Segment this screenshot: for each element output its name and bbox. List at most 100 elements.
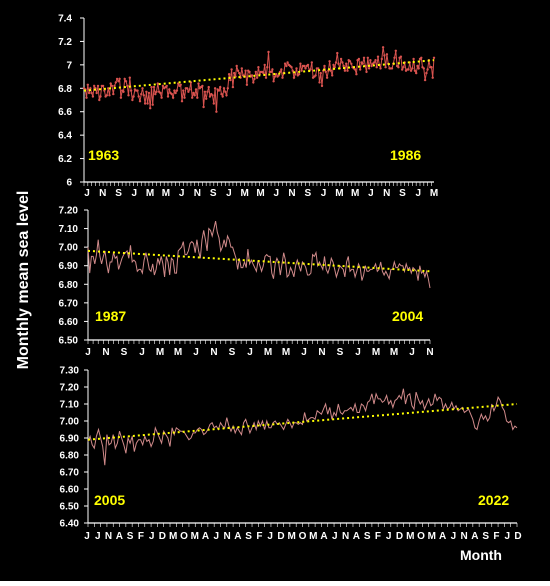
panel1-data-point bbox=[281, 76, 284, 79]
panel1-data-point bbox=[143, 102, 147, 105]
panel1-y-tick-label: 6 bbox=[66, 178, 72, 189]
panel1-y-tick-label: 6.8 bbox=[58, 84, 72, 95]
panel1-data-point bbox=[381, 46, 385, 49]
panel1-data-point bbox=[235, 64, 238, 68]
panel1-data-point bbox=[140, 92, 143, 96]
panel1-data-point bbox=[294, 73, 297, 76]
panel2-end-year-label: 2004 bbox=[392, 308, 423, 324]
panel3-x-tick-label: A bbox=[320, 531, 327, 542]
panel1-data-point bbox=[238, 71, 241, 75]
panel1-data-point bbox=[250, 74, 254, 77]
panel2-x-tick-label: J bbox=[193, 347, 199, 358]
panel1-data-point bbox=[285, 64, 288, 68]
panel1-data-point bbox=[90, 91, 93, 95]
panel1-data-point bbox=[145, 90, 148, 94]
panel1-data-point bbox=[369, 59, 372, 62]
panel1-data-point bbox=[192, 91, 195, 95]
panel3-x-tick-label: M bbox=[191, 531, 199, 542]
panel2-start-year-label: 1987 bbox=[95, 308, 126, 324]
panel1-data-point bbox=[370, 64, 373, 68]
panel1-data-point bbox=[255, 76, 259, 79]
panel1-data-point bbox=[146, 102, 149, 105]
panel1-data-point bbox=[431, 76, 434, 79]
panel3-x-tick-label: J bbox=[267, 531, 273, 542]
panel1-data-point bbox=[105, 94, 109, 97]
panel3-x-tick-label: N bbox=[342, 531, 349, 542]
panel2-x-tick-label: S bbox=[121, 347, 128, 358]
panel1-data-point bbox=[112, 92, 115, 96]
panel1-data-point bbox=[402, 66, 405, 69]
panel1-data-point bbox=[114, 81, 118, 84]
panel3-y-tick-label: 7.30 bbox=[60, 366, 80, 377]
panel1-y-tick-label: 6.2 bbox=[58, 154, 72, 165]
panel1-data-point bbox=[118, 77, 121, 81]
panel1-data-point bbox=[295, 67, 298, 70]
panel1-data-point bbox=[411, 67, 414, 70]
panel1-data-point bbox=[337, 62, 340, 65]
panel1-data-point bbox=[152, 85, 156, 89]
panel1-y-tick-label: 6.4 bbox=[58, 131, 72, 142]
panel3-x-tick-label: O bbox=[417, 531, 425, 542]
panel1-data-point bbox=[245, 83, 249, 87]
panel1-data-point bbox=[248, 70, 251, 74]
panel1-x-tick-label: N bbox=[288, 188, 295, 199]
panel2-x-tick-label: J bbox=[355, 347, 361, 358]
panel1-x-tick-label: J bbox=[226, 188, 232, 199]
panel3-y-tick-label: 6.40 bbox=[60, 519, 80, 530]
panel3-x-tick-label: M bbox=[309, 531, 317, 542]
panel1-data-point bbox=[379, 67, 382, 70]
panel1-data-point bbox=[277, 74, 280, 77]
panel1-y-tick-label: 7.2 bbox=[58, 37, 72, 48]
panel1-data-point bbox=[191, 96, 194, 99]
panel1-x-tick-label: J bbox=[179, 188, 185, 199]
panel3-x-tick-label: A bbox=[439, 531, 446, 542]
panel1-x-tick-label: J bbox=[84, 188, 90, 199]
panel1-data-point bbox=[205, 97, 208, 101]
panel1-data-point bbox=[93, 84, 96, 88]
panel1-data-point bbox=[227, 73, 231, 76]
panel1-data-point bbox=[226, 87, 229, 90]
panel1-data-point bbox=[113, 84, 116, 88]
panel2-y-tick-label: 7.00 bbox=[59, 243, 79, 254]
panel2-x-tick-label: S bbox=[229, 347, 236, 358]
panel1-data-point bbox=[161, 84, 165, 88]
panel1-data-point bbox=[297, 73, 301, 76]
panel1-end-year-label: 1986 bbox=[390, 147, 421, 163]
panel3-x-tick-label: O bbox=[180, 531, 188, 542]
panel3-x-tick-label: A bbox=[116, 531, 123, 542]
panel1-data-point bbox=[137, 95, 140, 98]
panel1-x-tick-label: M bbox=[351, 188, 359, 199]
panel1-data-point bbox=[131, 98, 134, 102]
panel1-data-point bbox=[124, 80, 128, 83]
panel1-data-point bbox=[306, 63, 310, 67]
panel1-data-point bbox=[183, 96, 186, 99]
panel3-x-tick-label: A bbox=[353, 531, 360, 542]
panel2-x-tick-label: J bbox=[409, 347, 415, 358]
panel1-data-point bbox=[244, 69, 247, 72]
panel1-data-point bbox=[149, 107, 152, 110]
panel1-data-point bbox=[96, 84, 100, 88]
panel2-x-tick-label: J bbox=[85, 347, 91, 358]
panel2-x-tick-label: J bbox=[139, 347, 145, 358]
panel1-data-point bbox=[182, 89, 185, 92]
panel1-x-tick-label: J bbox=[368, 188, 374, 199]
panel2-x-tick-label: N bbox=[210, 347, 217, 358]
panel1-data-point bbox=[423, 78, 427, 82]
panel3-x-tick-label: O bbox=[299, 531, 307, 542]
panel3-x-tick-label: D bbox=[514, 531, 521, 542]
panel3-x-tick-label: A bbox=[202, 531, 209, 542]
panel1-data-point bbox=[128, 76, 131, 79]
panel1-data-point bbox=[367, 67, 371, 70]
panel1-data-point bbox=[95, 91, 98, 95]
panel1-data-point bbox=[409, 69, 413, 72]
panel1-data-point bbox=[422, 67, 425, 70]
panel2-trend-line bbox=[87, 249, 431, 273]
panel1-data-point bbox=[374, 59, 377, 62]
panel3-x-tick-label: F bbox=[375, 531, 381, 542]
panel1-data-point bbox=[355, 73, 358, 76]
panel3-x-tick-label: M bbox=[406, 531, 414, 542]
panel1-data-point bbox=[361, 62, 364, 65]
panel1-data-point bbox=[273, 75, 277, 78]
panel1-data-point bbox=[336, 51, 339, 55]
